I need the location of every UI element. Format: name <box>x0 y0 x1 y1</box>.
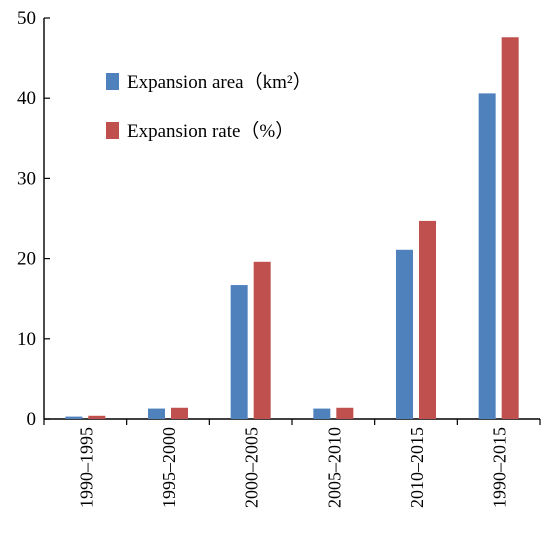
x-axis: 1990–1995 1995–2000 2000–2005 2005–2010 2010… <box>43 418 541 508</box>
x-tick-label: 2000–2005 <box>242 427 262 508</box>
y-axis: 0 10 20 30 40 50 <box>17 8 50 430</box>
bar <box>419 220 436 419</box>
x-tick-label: 2005–2010 <box>324 427 344 508</box>
legend-label: Expansion rate（%） <box>127 120 294 142</box>
bar <box>148 408 165 419</box>
bar <box>253 261 271 419</box>
x-tick-label: 1995–2000 <box>159 427 179 508</box>
x-tick-label: 2010–2015 <box>407 427 427 508</box>
bar <box>313 408 331 419</box>
y-tick-label: 10 <box>17 329 36 350</box>
legend-swatch <box>106 73 119 90</box>
y-tick-label: 20 <box>17 249 36 270</box>
bar <box>65 416 83 419</box>
bar <box>336 407 354 419</box>
bars <box>65 37 519 420</box>
legend: Expansion area（km²） Expansion rate（%） <box>106 71 312 142</box>
legend-label: Expansion area（km²） <box>127 71 312 93</box>
bar <box>171 407 188 419</box>
y-tick-label: 50 <box>17 8 36 29</box>
x-tick-label: 1990–2015 <box>490 427 510 508</box>
bar <box>396 249 413 419</box>
legend-swatch <box>106 122 119 139</box>
bar <box>478 93 496 419</box>
x-tick-label: 1990–1995 <box>76 427 96 508</box>
y-tick-label: 0 <box>27 409 37 430</box>
bar <box>88 415 106 419</box>
y-tick-label: 30 <box>17 168 36 189</box>
bar <box>230 285 248 419</box>
y-tick-label: 40 <box>17 88 36 109</box>
bar <box>501 37 519 420</box>
